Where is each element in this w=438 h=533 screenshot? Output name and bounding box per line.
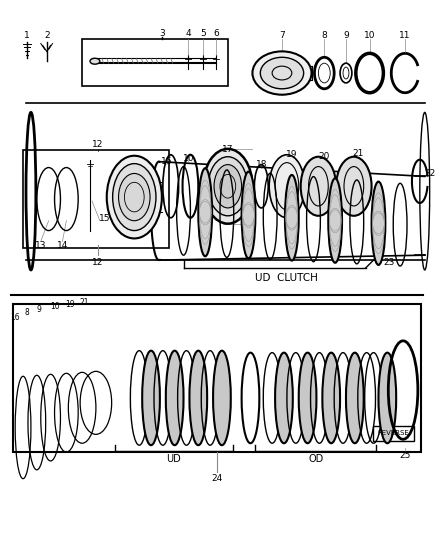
Text: 5: 5 xyxy=(200,29,206,38)
Text: 9: 9 xyxy=(36,305,41,314)
Bar xyxy=(82,38,228,86)
Text: 16: 16 xyxy=(11,313,20,322)
Ellipse shape xyxy=(142,351,160,445)
Text: 10: 10 xyxy=(50,302,60,311)
Ellipse shape xyxy=(107,156,162,238)
Text: 21: 21 xyxy=(79,298,89,307)
Ellipse shape xyxy=(190,351,207,445)
Text: 8: 8 xyxy=(321,31,327,40)
Text: 3: 3 xyxy=(159,29,165,38)
Text: 13: 13 xyxy=(35,241,46,250)
Bar xyxy=(23,150,169,248)
Ellipse shape xyxy=(119,173,150,221)
Text: 17: 17 xyxy=(222,146,233,155)
Ellipse shape xyxy=(166,351,184,445)
Ellipse shape xyxy=(346,353,364,443)
Ellipse shape xyxy=(198,168,212,256)
Text: 15: 15 xyxy=(99,214,110,223)
Ellipse shape xyxy=(285,175,299,261)
Ellipse shape xyxy=(336,157,371,216)
Ellipse shape xyxy=(275,353,293,443)
Text: UD: UD xyxy=(166,454,181,464)
Text: 21: 21 xyxy=(352,149,364,158)
Text: REVERSE: REVERSE xyxy=(378,430,409,437)
Ellipse shape xyxy=(328,178,342,263)
Text: 19: 19 xyxy=(286,150,297,159)
Ellipse shape xyxy=(378,353,396,443)
Text: 19: 19 xyxy=(66,300,75,309)
Ellipse shape xyxy=(203,149,252,224)
Text: 2: 2 xyxy=(44,31,49,40)
Text: 18: 18 xyxy=(255,160,267,169)
Text: 12: 12 xyxy=(92,257,103,266)
Text: 20: 20 xyxy=(318,152,330,161)
Text: 14: 14 xyxy=(57,241,68,250)
Text: 10: 10 xyxy=(364,31,375,40)
Ellipse shape xyxy=(269,155,304,218)
Text: 7: 7 xyxy=(279,31,285,40)
Ellipse shape xyxy=(322,353,340,443)
Text: 8: 8 xyxy=(25,308,29,317)
Ellipse shape xyxy=(252,51,311,95)
Text: 22: 22 xyxy=(425,169,436,178)
Ellipse shape xyxy=(242,172,255,259)
Text: 4: 4 xyxy=(186,29,191,38)
Text: 11: 11 xyxy=(399,31,411,40)
Text: 9: 9 xyxy=(343,31,349,40)
Text: 25: 25 xyxy=(399,450,411,459)
Text: 6: 6 xyxy=(213,29,219,38)
Ellipse shape xyxy=(213,351,231,445)
Text: OD: OD xyxy=(309,454,324,464)
Bar xyxy=(13,304,421,452)
Text: UD  CLUTCH: UD CLUTCH xyxy=(255,273,318,283)
Ellipse shape xyxy=(90,58,100,64)
Ellipse shape xyxy=(214,165,242,208)
Ellipse shape xyxy=(208,157,247,216)
Ellipse shape xyxy=(299,353,316,443)
Ellipse shape xyxy=(301,157,336,216)
Text: 12: 12 xyxy=(92,140,103,149)
Text: 10: 10 xyxy=(183,154,194,163)
Ellipse shape xyxy=(113,164,156,231)
Bar xyxy=(373,425,414,441)
Text: 24: 24 xyxy=(212,474,223,483)
Text: 16: 16 xyxy=(161,157,173,166)
Text: 1: 1 xyxy=(24,31,30,40)
Ellipse shape xyxy=(371,182,385,265)
Ellipse shape xyxy=(260,57,304,89)
Text: 23: 23 xyxy=(383,257,395,266)
